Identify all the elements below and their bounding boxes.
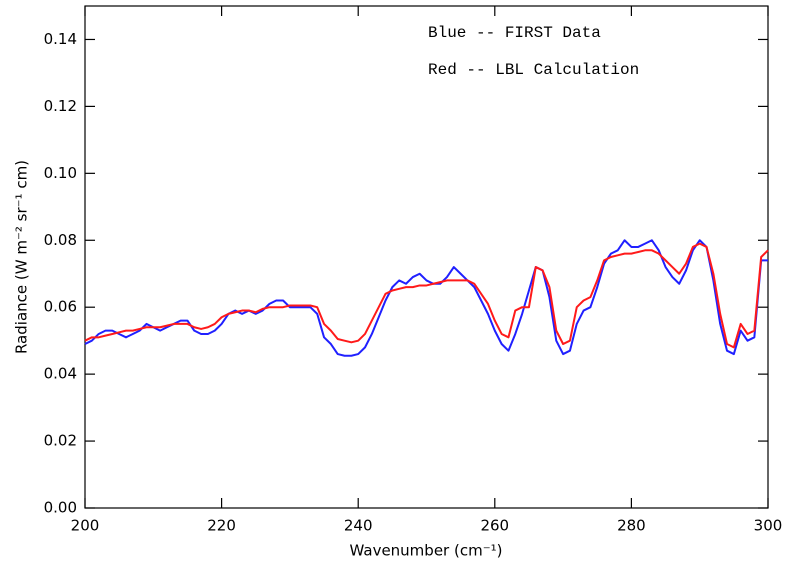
data-line xyxy=(84,239,768,357)
y-tick-label: 0.14 xyxy=(44,30,77,48)
y-tick-label: 0.12 xyxy=(44,97,77,115)
x-tick-label: 260 xyxy=(480,517,509,535)
y-tick-label: 0.04 xyxy=(44,365,77,383)
legend-entry: Blue -- FIRST Data xyxy=(428,24,601,42)
legend-entry: Red -- LBL Calculation xyxy=(428,61,639,79)
x-tick-label: 220 xyxy=(207,517,236,535)
y-tick-label: 0.02 xyxy=(44,432,77,450)
x-tick-label: 300 xyxy=(754,517,783,535)
y-tick-label: 0.08 xyxy=(44,231,77,249)
y-tick-label: 0.00 xyxy=(44,499,77,517)
x-tick-label: 240 xyxy=(344,517,373,535)
y-axis-label: Radiance (W m⁻² sr⁻¹ cm) xyxy=(13,160,31,354)
y-tick-label: 0.10 xyxy=(44,164,77,182)
plot-frame xyxy=(84,5,769,509)
x-tick-label: 280 xyxy=(617,517,646,535)
x-tick-label: 200 xyxy=(71,517,100,535)
x-axis-label: Wavenumber (cm⁻¹) xyxy=(350,542,503,560)
data-line xyxy=(84,242,769,349)
y-tick-label: 0.06 xyxy=(44,298,77,316)
